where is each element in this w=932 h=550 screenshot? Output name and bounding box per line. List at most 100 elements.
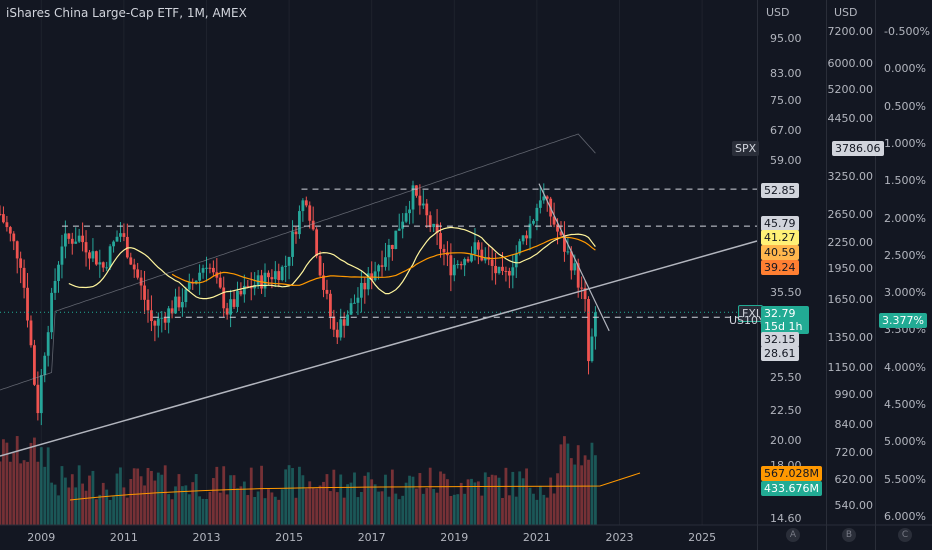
volume-bar [318, 485, 322, 525]
candle-body [12, 233, 16, 242]
volume-bar [590, 442, 594, 525]
volume-bar [449, 495, 453, 525]
candle-body [373, 271, 377, 281]
candle-body [88, 252, 91, 259]
volume-bar [301, 475, 305, 525]
scale-b-button[interactable]: B [842, 528, 856, 542]
candle-body [559, 231, 563, 236]
candle-body [201, 268, 205, 273]
volume-bar [29, 442, 33, 525]
candle-body [377, 265, 380, 272]
volume-bar [201, 498, 205, 525]
candle-body [404, 213, 408, 222]
trendline-descending [538, 183, 610, 332]
candle-body [473, 242, 477, 255]
volume-bar [507, 495, 511, 525]
candle-body [511, 267, 515, 276]
volume-bar [46, 447, 50, 525]
moving-average-yellow [68, 226, 596, 300]
candle-body [26, 287, 29, 321]
volume-bar [294, 497, 298, 525]
candle-body [132, 264, 136, 270]
spx-tick: 720.00 [834, 446, 874, 459]
candle-body [576, 263, 580, 288]
candle-body [246, 285, 250, 287]
volume-bar [277, 499, 281, 525]
candle-body [57, 264, 60, 282]
candle-body [143, 285, 146, 300]
volume-bar [353, 472, 356, 525]
candle-body [411, 185, 415, 210]
candle-body [112, 241, 115, 247]
volume-bar [476, 481, 480, 525]
volume-bar [8, 461, 12, 525]
candle-body [449, 255, 453, 276]
candle-body [528, 223, 532, 239]
candle-body [329, 293, 332, 317]
volume-bar [514, 496, 518, 525]
candle-body [184, 289, 188, 302]
volume-bar [246, 495, 250, 525]
candle-body [501, 266, 504, 271]
fxi-symbol-label: FXI [738, 305, 764, 322]
volume-bar [501, 497, 504, 525]
volume-bar [153, 480, 157, 525]
price-tick: 20.00 [770, 434, 802, 447]
volume-bar [236, 488, 239, 525]
candle-body [50, 292, 54, 333]
volume-bar [421, 493, 425, 525]
candle-body [225, 308, 229, 315]
volume-bar [494, 475, 497, 525]
candle-body [74, 241, 78, 244]
volume-bar [363, 475, 367, 525]
volume-bar [473, 482, 477, 525]
volume-bar [335, 492, 339, 525]
volume-bar [311, 487, 315, 525]
volume-bar [497, 477, 501, 525]
time-tick: 2011 [109, 531, 138, 544]
spx-tick: 2650.00 [827, 208, 874, 221]
volume-bar [2, 439, 5, 525]
volume-bar [532, 493, 535, 525]
volume-bar [563, 436, 566, 525]
pct-tick: 2.000% [884, 211, 926, 225]
bar-countdown: 15d 1h [764, 320, 803, 333]
volume-bar [60, 466, 64, 525]
candle-body [284, 265, 288, 267]
candle-body [421, 203, 425, 206]
time-tick: 2025 [688, 531, 717, 544]
candle-body [470, 254, 473, 262]
volume-bar [122, 487, 126, 525]
volume-bar [129, 478, 133, 525]
volume-bar [418, 473, 422, 525]
volume-bar [483, 472, 487, 525]
last-price-value: 32.79 [764, 307, 796, 320]
volume-bar [222, 466, 226, 525]
candle-body [181, 301, 184, 308]
volume-bar [232, 475, 236, 525]
spx-tick: 3250.00 [827, 170, 874, 183]
candle-body [322, 275, 325, 290]
candle-body [332, 316, 336, 330]
candle-body [353, 302, 356, 304]
volume-bar [346, 484, 350, 525]
volume-bar [218, 492, 222, 525]
volume-bar [33, 437, 36, 525]
volume-bar [249, 467, 253, 525]
volume-bar [470, 478, 473, 525]
volume-bar [466, 479, 470, 525]
candle-body [490, 259, 494, 266]
volume-bar [439, 471, 442, 525]
volume-bar [380, 491, 384, 525]
volume-ma-label: 567.028M [761, 466, 822, 481]
volume-bar [390, 469, 394, 525]
volume-bar [36, 461, 40, 525]
candle-body [504, 270, 508, 272]
volume-bar [535, 499, 539, 525]
candle-body [580, 287, 584, 289]
volume-bar [573, 464, 577, 525]
volume-bar [528, 487, 532, 525]
scale-c-button[interactable]: C [898, 528, 912, 542]
auto-scale-button[interactable]: A [786, 528, 800, 542]
